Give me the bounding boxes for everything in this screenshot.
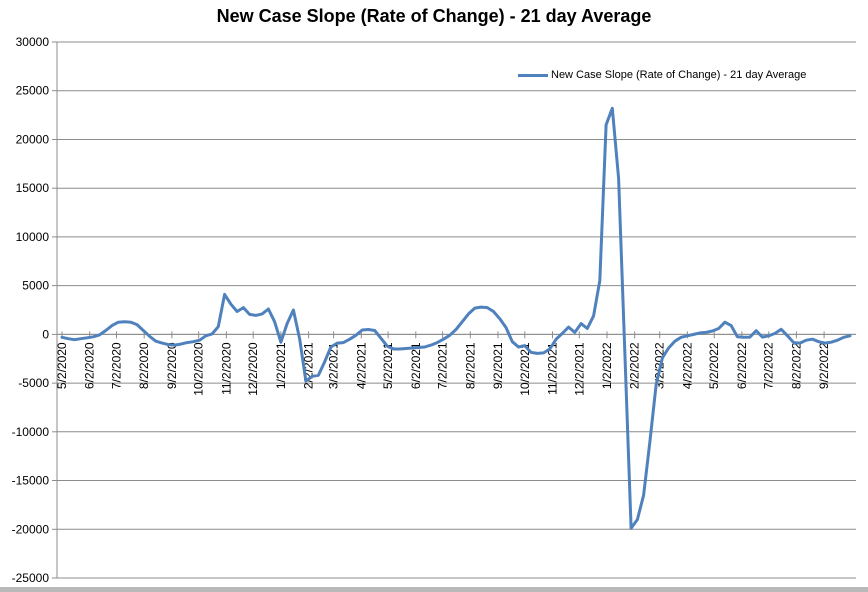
x-axis-tick-label: 10/2/2020 xyxy=(192,342,206,396)
legend-line-swatch xyxy=(518,73,548,77)
x-axis-tick-label: 4/2/2021 xyxy=(354,342,368,389)
chart-title: New Case Slope (Rate of Change) - 21 day… xyxy=(216,6,652,26)
legend-label: New Case Slope (Rate of Change) - 21 day… xyxy=(551,69,807,81)
y-axis-tick-label: 25000 xyxy=(16,84,50,98)
y-axis-tick-label: -10000 xyxy=(12,425,50,439)
y-axis-tick-label: 15000 xyxy=(16,181,50,195)
x-axis-tick-label: 8/2/2022 xyxy=(789,342,803,389)
bottom-window-edge xyxy=(0,587,868,592)
x-axis-tick-label: 1/2/2021 xyxy=(274,342,288,389)
x-axis-tick-label: 5/2/2021 xyxy=(381,342,395,389)
x-axis-tick-label: 5/2/2020 xyxy=(55,342,69,389)
x-axis-tick-label: 8/2/2021 xyxy=(463,342,477,389)
x-axis-tick-label: 11/2/2020 xyxy=(219,342,233,395)
x-axis-tick-label: 12/2/2020 xyxy=(246,342,260,396)
y-axis-tick-label: 10000 xyxy=(16,230,50,244)
y-axis-tick-label: -5000 xyxy=(18,376,49,390)
x-axis-tick-label: 7/2/2022 xyxy=(762,342,776,389)
y-axis-tick-label: 0 xyxy=(42,327,49,341)
x-axis-tick-label: 7/2/2021 xyxy=(436,342,450,389)
y-axis-tick-label: 20000 xyxy=(16,133,50,147)
x-axis-tick-label: 12/2/2021 xyxy=(572,342,586,396)
x-axis-tick-label: 6/2/2021 xyxy=(409,342,423,389)
x-axis-tick-label: 9/2/2020 xyxy=(165,342,179,389)
x-axis-tick-label: 10/2/2021 xyxy=(518,342,532,396)
y-axis-tick-label: -25000 xyxy=(12,571,50,585)
y-axis-tick-label: 5000 xyxy=(22,279,49,293)
series-line[interactable] xyxy=(60,106,852,530)
x-axis-tick-label: 7/2/2020 xyxy=(110,342,124,389)
x-axis-tick-label: 3/2/2021 xyxy=(327,342,341,389)
x-axis-tick-label: 4/2/2022 xyxy=(680,342,694,389)
x-axis-tick-label: 6/2/2020 xyxy=(83,342,97,389)
x-axis-tick-label: 11/2/2021 xyxy=(546,342,560,395)
x-axis-tick-label: 5/2/2022 xyxy=(707,342,721,389)
x-axis-tick-label: 9/2/2022 xyxy=(817,342,831,389)
y-axis-tick-label: 30000 xyxy=(16,35,50,49)
x-axis-tick-label: 1/2/2022 xyxy=(600,342,614,389)
x-axis-tick-label: 9/2/2021 xyxy=(491,342,505,389)
x-axis-tick-label: 2/2/2022 xyxy=(628,342,642,389)
legend[interactable]: New Case Slope (Rate of Change) - 21 day… xyxy=(518,69,806,81)
x-axis-tick-label: 8/2/2020 xyxy=(137,342,151,389)
y-axis-tick-label: -15000 xyxy=(12,474,50,488)
y-axis-tick-label: -20000 xyxy=(12,522,50,536)
x-axis-tick-label: 6/2/2022 xyxy=(735,342,749,389)
